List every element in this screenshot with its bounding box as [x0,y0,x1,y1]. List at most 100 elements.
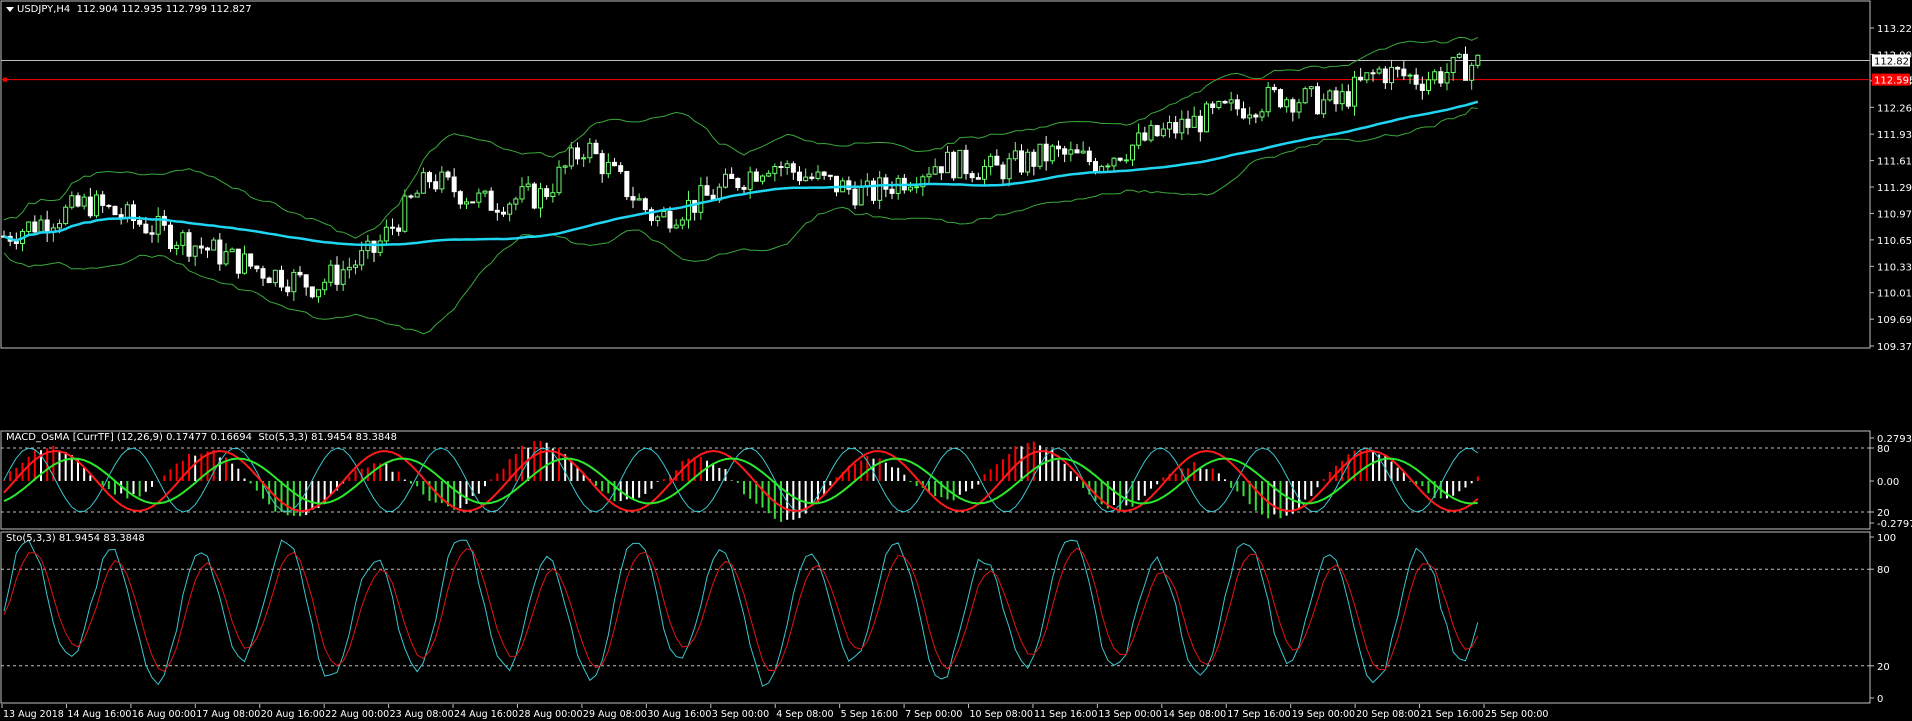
candle-body [920,176,926,188]
candle-body [1105,165,1111,168]
candle-body [525,183,531,188]
candle-body [1469,64,1475,81]
candle-body [1419,83,1425,91]
candle-body [1185,118,1191,128]
candle-body [914,186,920,189]
candle-body [316,289,321,298]
stochastic-canvas[interactable]: 100 80 20 0 [0,531,1912,704]
candle-body [1253,114,1259,118]
candle-body [507,203,513,215]
candle-body [655,216,661,222]
candle-body [1290,99,1296,113]
bollinger-lower-band [3,107,1478,335]
candle-body [112,205,118,216]
candle-body [821,171,827,176]
candle-body [235,248,241,274]
candle-body [692,199,698,213]
candle-body [871,180,876,201]
candle-body [377,240,383,253]
macd-axis-label: 0.00 [1877,477,1899,488]
candle-body [1395,66,1401,70]
candle-body [1321,99,1327,115]
candle-body [723,173,728,188]
stochastic-axis-label: 0 [1877,694,1883,704]
candle-body [1426,79,1431,91]
time-axis-label: 10 Sep 08:00 [970,709,1033,720]
candle-body [1031,151,1037,167]
candle-body [100,194,106,206]
candle-body [309,286,315,298]
candle-body [1136,132,1142,146]
candle-body [1444,72,1450,84]
price-axis-label: 113.220 [1877,24,1912,35]
candle-body [87,196,93,217]
candle-body [1068,149,1074,155]
price-axis-label: 110.975 [1877,209,1912,220]
chart-header: USDJPY,H4 112.904 112.935 112.799 112.82… [6,4,252,15]
candle-body [550,192,556,197]
candle-body [766,172,772,177]
stochastic-pane[interactable]: 100 80 20 0 Sto(5,3,3) 81.9454 83.3848 [0,531,1912,704]
candle-body [1308,86,1314,90]
time-axis: 13 Aug 2018 14 Aug 16:00 16 Aug 00:00 17 Au… [0,704,1912,721]
candle-body [587,142,593,159]
candle-body [192,245,198,257]
price-axis-label: 110.335 [1877,262,1912,273]
candle-body [205,247,210,251]
candle-body [1210,103,1216,109]
candle-body [433,181,439,190]
candle-body [464,201,469,205]
candle-body [827,174,833,177]
candle-body [1358,76,1364,81]
candle-body [1345,91,1351,107]
candle-body [1463,53,1468,81]
candle-body [809,176,815,179]
chart-menu-triangle-icon[interactable] [6,6,14,12]
candle-body [1339,91,1345,105]
candle-body [846,180,852,190]
stochastic-title: Sto(5,3,3) 81.9454 83.3848 [6,533,145,544]
time-axis-label: 16 Aug 00:00 [132,709,196,720]
alert-line-marker [3,77,7,82]
macd-header: MACD_OsMA [CurrTF] (12,26,9) 0.17477 0.1… [6,432,397,443]
stochastic-main-line [3,539,1479,687]
candle-body [667,211,673,229]
candle-body [1037,143,1043,167]
candle-body [266,277,272,284]
time-axis-label: 24 Aug 16:00 [454,709,518,720]
candle-body [272,269,278,284]
candle-body [1093,161,1098,173]
candle-body [322,281,328,291]
bid-label-box [1872,54,1910,67]
price-chart-canvas[interactable]: 113.220112.900112.580112.260111.935111.6… [0,0,1912,350]
time-axis-label: 11 Sep 16:00 [1034,709,1097,720]
time-axis-label: 13 Aug 2018 [3,709,64,720]
candle-body [753,171,759,182]
candle-body [797,171,802,182]
candle-body [1438,71,1444,84]
candle-body [513,198,519,205]
candle-body [926,173,932,178]
candle-body [186,232,192,257]
candle-body [254,265,260,270]
candle-body [729,173,735,179]
time-axis-label: 20 Sep 08:00 [1356,709,1419,720]
time-axis-label: 20 Aug 16:00 [261,709,325,720]
candle-body [32,221,38,233]
candle-body [180,232,186,246]
candle-body [686,199,691,221]
price-chart-pane[interactable]: 113.220112.900112.580112.260111.935111.6… [0,0,1912,350]
candle-body [420,172,426,194]
candle-body [1302,88,1308,104]
candle-body [1376,68,1382,74]
stochastic-axis-label: 100 [1877,533,1896,544]
candle-body [772,166,778,174]
price-axis-label: 111.295 [1877,183,1912,194]
candle-body [883,177,889,190]
candle-body [229,248,235,253]
candle-body [1142,132,1148,141]
candle-body [1327,90,1333,101]
time-axis-label: 21 Sep 16:00 [1421,709,1484,720]
